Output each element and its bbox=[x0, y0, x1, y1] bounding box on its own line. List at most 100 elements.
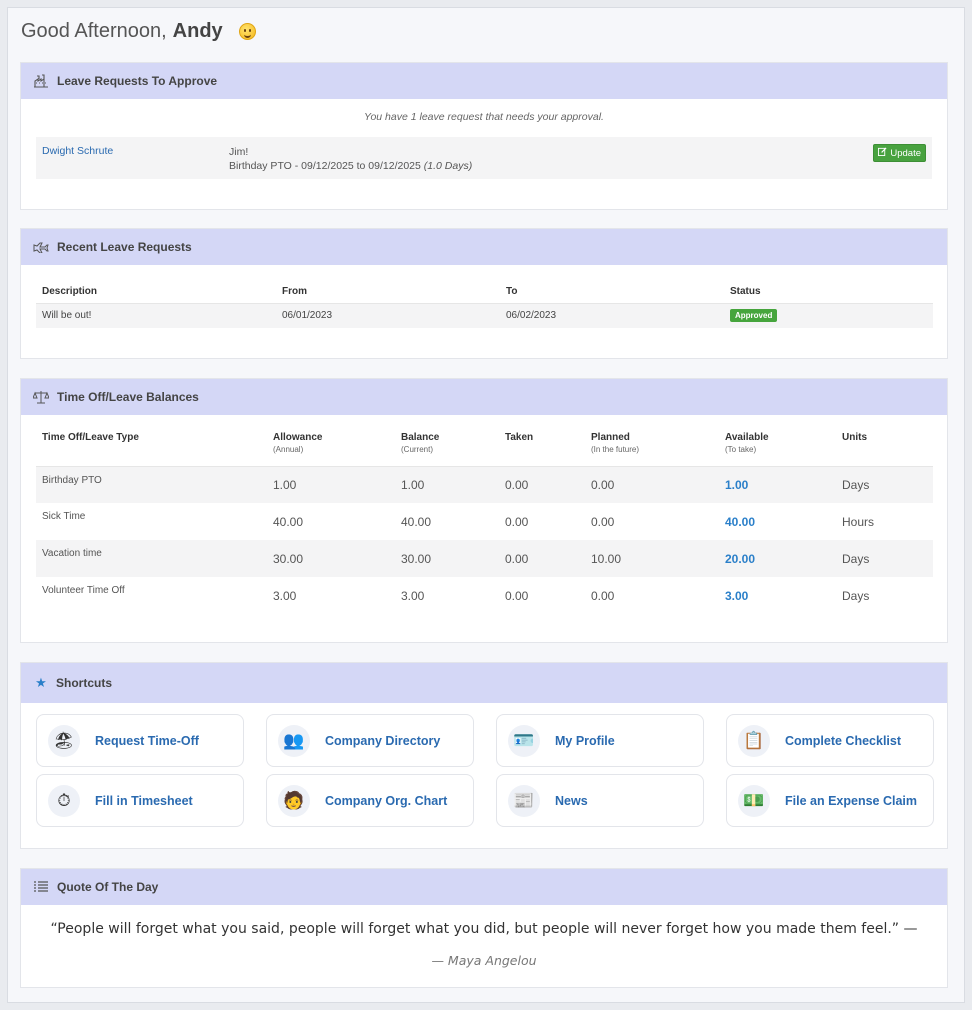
table-row[interactable]: Birthday PTO 1.00 1.00 0.00 0.00 1.00 Da… bbox=[36, 466, 933, 503]
table-row[interactable]: Will be out! 06/01/2023 06/02/2023 Appro… bbox=[36, 303, 933, 328]
list-icon bbox=[33, 879, 49, 895]
cell-type: Volunteer Time Off bbox=[42, 585, 125, 596]
table-row[interactable]: Sick Time 40.00 40.00 0.00 0.00 40.00 Ho… bbox=[36, 503, 933, 540]
cell-status: Approved bbox=[724, 303, 933, 328]
shortcut-expense-claim[interactable]: 💵 File an Expense Claim bbox=[726, 774, 934, 827]
greeting-prefix: Good Afternoon, bbox=[21, 20, 167, 42]
shortcuts-title: Shortcuts bbox=[56, 676, 113, 690]
shortcut-label: My Profile bbox=[555, 733, 615, 748]
balances-title: Time Off/Leave Balances bbox=[57, 390, 199, 404]
col-allowance: Allowance (Annual) bbox=[267, 430, 395, 467]
shortcut-label: Request Time-Off bbox=[95, 733, 199, 748]
shortcut-label: Company Directory bbox=[325, 733, 441, 748]
cell-planned: 0.00 bbox=[585, 466, 719, 503]
cell-balance: 40.00 bbox=[401, 514, 432, 529]
dashboard-frame: Good Afternoon, Andy Leave Requests To A… bbox=[7, 7, 965, 1003]
quote-author: — Maya Angelou bbox=[431, 953, 537, 968]
shortcut-label: Company Org. Chart bbox=[325, 793, 448, 808]
shortcut-news[interactable]: 📰 News bbox=[496, 774, 704, 827]
col-units: Units bbox=[836, 430, 933, 467]
cell-type: Sick Time bbox=[42, 511, 86, 522]
shortcut-request-time-off[interactable]: 🏖 Request Time-Off bbox=[36, 714, 244, 767]
cell-taken: 0.00 bbox=[505, 588, 529, 603]
shortcut-label: File an Expense Claim bbox=[785, 793, 917, 808]
smiley-icon bbox=[238, 23, 256, 40]
greeting: Good Afternoon, Andy bbox=[21, 20, 256, 43]
shortcuts-panel: ★ Shortcuts 🏖 Request Time-Off 👥 Company… bbox=[20, 662, 948, 849]
col-from: From bbox=[276, 281, 500, 304]
shortcut-label: Complete Checklist bbox=[785, 733, 902, 748]
airplane-icon bbox=[33, 239, 49, 255]
leave-approve-header: Leave Requests To Approve bbox=[21, 63, 947, 99]
checklist-icon: 📋 bbox=[738, 724, 770, 757]
cell-available: 20.00 bbox=[719, 540, 836, 577]
shortcut-grid: 🏖 Request Time-Off 👥 Company Directory 🪪… bbox=[36, 714, 934, 827]
request-message: Jim! bbox=[229, 146, 249, 158]
col-description: Description bbox=[36, 281, 276, 304]
company-directory-icon: 👥 bbox=[278, 724, 310, 757]
quote-header: Quote Of The Day bbox=[21, 869, 947, 905]
request-detail-line: Birthday PTO - 09/12/2025 to 09/12/2025 … bbox=[229, 159, 472, 173]
quote-text: “People will forget what you said, peopl… bbox=[50, 921, 918, 937]
table-row[interactable]: Volunteer Time Off 3.00 3.00 0.00 0.00 3… bbox=[36, 577, 933, 614]
cell-allowance: 1.00 bbox=[267, 466, 395, 503]
cell-allowance: 40.00 bbox=[273, 514, 304, 529]
request-details: Jim! Birthday PTO - 09/12/2025 to 09/12/… bbox=[229, 145, 472, 173]
cell-balance: 3.00 bbox=[401, 588, 425, 603]
update-button[interactable]: Update bbox=[873, 144, 926, 162]
request-detail: Birthday PTO - 09/12/2025 to 09/12/2025 bbox=[229, 160, 421, 172]
star-icon: ★ bbox=[35, 675, 47, 690]
col-taken: Taken bbox=[499, 430, 585, 467]
cell-taken: 0.00 bbox=[505, 514, 529, 529]
col-type: Time Off/Leave Type bbox=[36, 430, 267, 467]
cell-units: Days bbox=[836, 540, 933, 577]
cell-description: Will be out! bbox=[36, 303, 276, 328]
cell-units: Hours bbox=[842, 514, 875, 529]
shortcut-org-chart[interactable]: 🧑 Company Org. Chart bbox=[266, 774, 474, 827]
cell-available: 40.00 bbox=[725, 514, 756, 529]
recent-requests-panel: Recent Leave Requests Description From T… bbox=[20, 228, 948, 359]
cell-planned: 0.00 bbox=[591, 588, 615, 603]
request-days: (1.0 Days) bbox=[423, 160, 473, 172]
table-row[interactable]: Vacation time 30.00 30.00 0.00 10.00 20.… bbox=[36, 540, 933, 577]
recent-requests-title: Recent Leave Requests bbox=[57, 240, 192, 254]
col-planned: Planned (In the future) bbox=[585, 430, 719, 467]
cell-type: Birthday PTO bbox=[36, 466, 267, 503]
recent-requests-table: Description From To Status Will be out! … bbox=[36, 281, 933, 328]
factory-icon bbox=[33, 73, 49, 89]
update-button-label: Update bbox=[890, 147, 921, 159]
col-status: Status bbox=[724, 281, 933, 304]
cell-planned: 0.00 bbox=[591, 514, 615, 529]
cell-available: 1.00 bbox=[719, 466, 836, 503]
balances-header: Time Off/Leave Balances bbox=[21, 379, 947, 415]
col-available: Available (To take) bbox=[719, 430, 836, 467]
shortcut-complete-checklist[interactable]: 📋 Complete Checklist bbox=[726, 714, 934, 767]
status-badge: Approved bbox=[730, 309, 778, 323]
employee-link[interactable]: Dwight Schrute bbox=[42, 145, 114, 157]
shortcut-fill-timesheet[interactable]: ⏱ Fill in Timesheet bbox=[36, 774, 244, 827]
cell-from: 06/01/2023 bbox=[276, 303, 500, 328]
news-icon: 📰 bbox=[508, 784, 540, 817]
cell-available: 3.00 bbox=[725, 588, 749, 603]
timesheet-icon: ⏱ bbox=[48, 784, 80, 817]
leave-approve-title: Leave Requests To Approve bbox=[57, 74, 218, 88]
balances-table: Time Off/Leave Type Allowance (Annual) Ba… bbox=[36, 430, 933, 614]
approval-request-row: Dwight Schrute Jim! Birthday PTO - 09/12… bbox=[36, 137, 932, 179]
cell-planned: 10.00 bbox=[585, 540, 719, 577]
edit-icon bbox=[878, 147, 887, 159]
table-header-row: Time Off/Leave Type Allowance (Annual) Ba… bbox=[36, 430, 933, 467]
scale-icon bbox=[33, 389, 49, 405]
recent-requests-header: Recent Leave Requests bbox=[21, 229, 947, 265]
cell-balance: 1.00 bbox=[395, 466, 499, 503]
shortcuts-header: ★ Shortcuts bbox=[21, 663, 947, 703]
cell-allowance: 30.00 bbox=[267, 540, 395, 577]
balances-panel: Time Off/Leave Balances Time Off/Leave T… bbox=[20, 378, 948, 643]
shortcut-company-directory[interactable]: 👥 Company Directory bbox=[266, 714, 474, 767]
shortcut-my-profile[interactable]: 🪪 My Profile bbox=[496, 714, 704, 767]
leave-approve-panel: Leave Requests To Approve You have 1 lea… bbox=[20, 62, 948, 210]
quote-panel: Quote Of The Day “People will forget wha… bbox=[20, 868, 948, 988]
cell-type: Vacation time bbox=[36, 540, 267, 577]
shortcut-label: Fill in Timesheet bbox=[95, 793, 193, 808]
cell-taken: 0.00 bbox=[499, 540, 585, 577]
my-profile-icon: 🪪 bbox=[508, 724, 540, 757]
